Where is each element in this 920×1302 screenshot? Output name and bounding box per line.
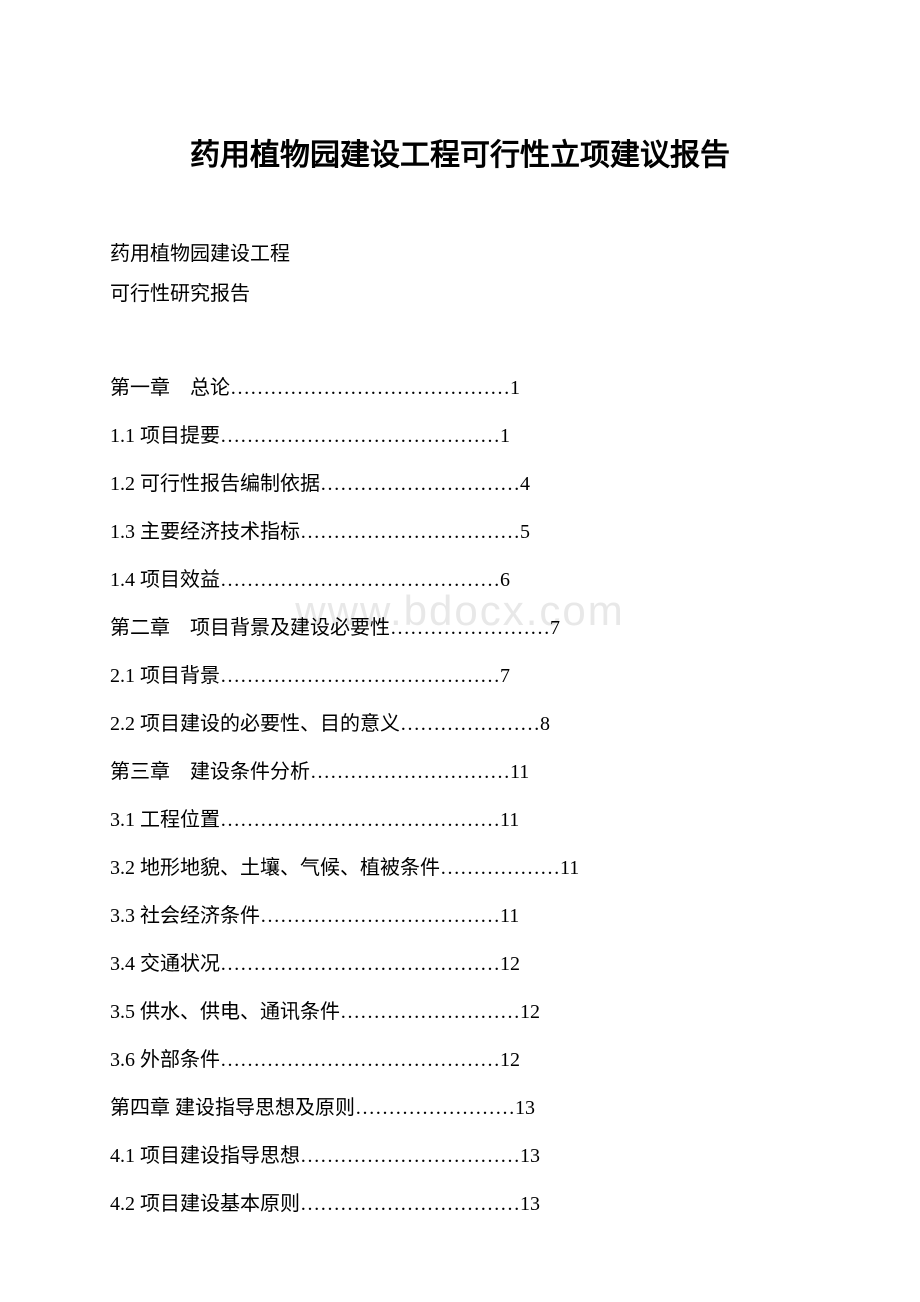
toc-label: 4.1 项目建设指导思想 [110, 1145, 300, 1167]
toc-page: 11 [560, 857, 579, 879]
toc-label: 1.3 主要经济技术指标 [110, 521, 300, 543]
toc-label: 1.1 项目提要 [110, 425, 220, 447]
toc-item: 第三章 建设条件分析…………………………11 [110, 748, 810, 796]
toc-dots: ………………………… [310, 761, 510, 783]
subtitle-line-2: 可行性研究报告 [110, 274, 810, 314]
toc-dots: …………………………………… [220, 665, 500, 687]
toc-page: 6 [500, 569, 510, 591]
toc-item: 3.1 工程位置……………………………………11 [110, 796, 810, 844]
toc-dots: …………………………… [300, 521, 520, 543]
toc-item: 1.4 项目效益……………………………………6 [110, 556, 810, 604]
toc-dots: …………………………………… [220, 809, 500, 831]
subtitle-line-1: 药用植物园建设工程 [110, 234, 810, 274]
document-content: 药用植物园建设工程可行性立项建议报告 药用植物园建设工程 可行性研究报告 第一章… [110, 130, 810, 1228]
toc-dots: …………………………………… [220, 425, 500, 447]
toc-dots: ……………………………… [260, 905, 500, 927]
toc-page: 8 [540, 713, 550, 735]
toc-item: 第一章 总论……………………………………1 [110, 364, 810, 412]
toc-item: 3.6 外部条件……………………………………12 [110, 1036, 810, 1084]
toc-page: 11 [510, 761, 529, 783]
toc-item: 1.2 可行性报告编制依据…………………………4 [110, 460, 810, 508]
toc-dots: …………………………… [300, 1193, 520, 1215]
toc-label: 4.2 项目建设基本原则 [110, 1193, 300, 1215]
toc-label: 第一章 总论 [110, 377, 230, 399]
toc-dots: ………………………… [320, 473, 520, 495]
toc-dots: …………………… [355, 1097, 515, 1119]
toc-label: 3.3 社会经济条件 [110, 905, 260, 927]
toc-page: 5 [520, 521, 530, 543]
toc-label: 第三章 建设条件分析 [110, 761, 310, 783]
toc-page: 11 [500, 905, 519, 927]
toc-page: 7 [500, 665, 510, 687]
toc-label: 3.6 外部条件 [110, 1049, 220, 1071]
toc-label: 第四章 建设指导思想及原则 [110, 1097, 355, 1119]
toc-dots: …………………………………… [220, 953, 500, 975]
toc-page: 4 [520, 473, 530, 495]
toc-label: 1.2 可行性报告编制依据 [110, 473, 320, 495]
toc-page: 12 [500, 1049, 520, 1071]
toc-label: 2.2 项目建设的必要性、目的意义 [110, 713, 400, 735]
toc-item: 3.2 地形地貌、土壤、气候、植被条件………………11 [110, 844, 810, 892]
toc-item: 1.3 主要经济技术指标……………………………5 [110, 508, 810, 556]
toc-dots: …………………………………… [220, 569, 500, 591]
toc-page: 11 [500, 809, 519, 831]
document-title: 药用植物园建设工程可行性立项建议报告 [110, 130, 810, 174]
toc-page: 12 [500, 953, 520, 975]
toc-label: 2.1 项目背景 [110, 665, 220, 687]
toc-item: 3.4 交通状况……………………………………12 [110, 940, 810, 988]
toc-item: 3.3 社会经济条件………………………………11 [110, 892, 810, 940]
toc-label: 3.1 工程位置 [110, 809, 220, 831]
toc-dots: ……………… [440, 857, 560, 879]
toc-item: 第四章 建设指导思想及原则……………………13 [110, 1084, 810, 1132]
toc-item: 2.1 项目背景……………………………………7 [110, 652, 810, 700]
toc-page: 1 [500, 425, 510, 447]
toc-item: 3.5 供水、供电、通讯条件………………………12 [110, 988, 810, 1036]
toc-dots: ………………… [400, 713, 540, 735]
toc-item: 2.2 项目建设的必要性、目的意义…………………8 [110, 700, 810, 748]
toc-dots: …………………… [390, 617, 550, 639]
table-of-contents: 第一章 总论……………………………………1 1.1 项目提要…………………………… [110, 364, 810, 1228]
toc-item: 第二章 项目背景及建设必要性……………………7 [110, 604, 810, 652]
toc-dots: …………………………………… [220, 1049, 500, 1071]
toc-label: 3.5 供水、供电、通讯条件 [110, 1001, 340, 1023]
toc-page: 7 [550, 617, 560, 639]
toc-label: 3.2 地形地貌、土壤、气候、植被条件 [110, 857, 440, 879]
toc-dots: ……………………… [340, 1001, 520, 1023]
toc-page: 13 [515, 1097, 535, 1119]
toc-dots: …………………………… [300, 1145, 520, 1167]
toc-dots: …………………………………… [230, 377, 510, 399]
toc-label: 第二章 项目背景及建设必要性 [110, 617, 390, 639]
toc-page: 13 [520, 1145, 540, 1167]
toc-page: 1 [510, 377, 520, 399]
toc-label: 3.4 交通状况 [110, 953, 220, 975]
toc-page: 12 [520, 1001, 540, 1023]
toc-item: 4.2 项目建设基本原则……………………………13 [110, 1180, 810, 1228]
toc-item: 1.1 项目提要……………………………………1 [110, 412, 810, 460]
toc-item: 4.1 项目建设指导思想……………………………13 [110, 1132, 810, 1180]
toc-label: 1.4 项目效益 [110, 569, 220, 591]
subtitle-block: 药用植物园建设工程 可行性研究报告 [110, 234, 810, 314]
toc-page: 13 [520, 1193, 540, 1215]
